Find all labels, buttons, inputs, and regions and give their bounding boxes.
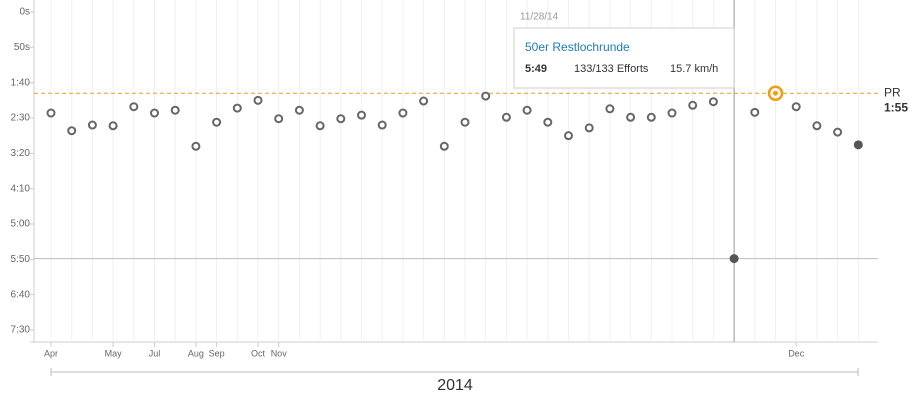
point	[150, 108, 159, 118]
point	[129, 102, 139, 112]
y-tick-label: 4:10	[11, 183, 31, 194]
y-tick-label: 50s	[14, 42, 30, 53]
point	[377, 120, 387, 130]
point	[87, 120, 97, 130]
point	[564, 131, 573, 141]
y-tick-label: 0s	[19, 7, 30, 18]
tooltip-time: 5:49	[525, 63, 547, 75]
x-tick-label: Sep	[209, 348, 225, 358]
point	[212, 117, 222, 127]
x-tick-label: Oct	[251, 348, 266, 358]
y-tick-label: 1:40	[11, 77, 31, 88]
point	[191, 141, 201, 151]
point	[646, 112, 656, 122]
point	[439, 141, 449, 151]
point	[46, 108, 56, 118]
point	[626, 112, 636, 122]
x-tick-label: Dec	[788, 348, 805, 358]
point	[812, 121, 822, 131]
tooltip-speed: 15.7 km/h	[670, 63, 718, 75]
point	[584, 123, 594, 133]
point	[336, 114, 346, 124]
pr-value: 1:55	[884, 100, 908, 114]
point	[605, 104, 615, 114]
tooltip-efforts: 133/133 Efforts	[574, 63, 649, 75]
x-axis-title: 2014	[437, 377, 473, 394]
x-tick-label: Jul	[149, 348, 161, 358]
point	[750, 107, 760, 117]
point	[294, 105, 304, 115]
point	[688, 100, 698, 110]
y-tick-label: 6:40	[11, 289, 31, 300]
point	[274, 114, 284, 124]
point	[522, 105, 532, 115]
point	[253, 95, 263, 105]
point	[729, 254, 739, 264]
point	[232, 103, 242, 113]
y-tick-label: 3:20	[11, 148, 31, 159]
point	[543, 117, 553, 127]
point	[833, 127, 843, 137]
y-tick-label: 5:00	[11, 219, 31, 230]
point	[501, 112, 511, 122]
y-tick-label: 2:30	[11, 113, 31, 124]
point	[460, 117, 470, 127]
pr-label: PR	[884, 85, 901, 99]
x-tick-label: Apr	[44, 348, 58, 358]
y-tick-label: 5:50	[11, 254, 31, 265]
y-tick-label: 7:30	[11, 325, 31, 336]
point	[667, 108, 677, 118]
tooltip-name: 50er Restlochrunde	[525, 40, 630, 54]
point	[419, 96, 429, 106]
x-tick-label: Nov	[271, 348, 288, 358]
point	[398, 108, 408, 118]
point	[170, 105, 180, 115]
point	[357, 110, 366, 120]
x-tick-label: Aug	[188, 348, 204, 358]
x-tick-label: May	[105, 348, 123, 358]
point	[481, 91, 491, 101]
point	[791, 102, 801, 112]
point	[67, 126, 77, 136]
point	[315, 121, 325, 131]
point	[853, 140, 863, 150]
point	[108, 121, 118, 131]
point	[773, 90, 778, 96]
point	[708, 97, 718, 107]
tooltip-date: 11/28/14	[520, 12, 559, 23]
tooltip-box	[513, 27, 735, 89]
